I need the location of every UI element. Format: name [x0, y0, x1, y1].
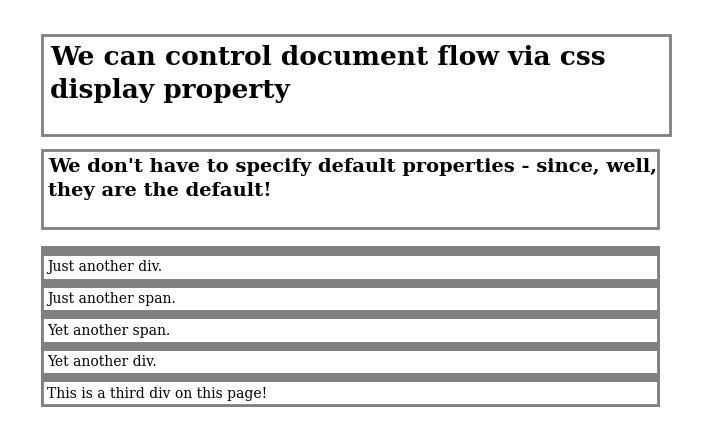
Text: Yet another div.: Yet another div. — [47, 355, 156, 369]
Bar — [42, 351, 658, 373]
Text: This is a third div on this page!: This is a third div on this page! — [47, 387, 267, 401]
Bar — [42, 247, 658, 405]
Text: Just another div.: Just another div. — [47, 260, 162, 274]
Text: We can control document flow via css
display property: We can control document flow via css dis… — [50, 45, 605, 103]
Bar — [42, 256, 658, 279]
Text: Just another span.: Just another span. — [47, 292, 176, 306]
Bar — [42, 35, 670, 135]
Text: We don't have to specify default properties - since, well,
they are the default!: We don't have to specify default propert… — [48, 158, 657, 200]
Bar — [42, 319, 658, 342]
Bar — [42, 288, 658, 310]
Bar — [42, 382, 658, 405]
Bar — [42, 247, 658, 405]
Text: Yet another span.: Yet another span. — [47, 323, 170, 338]
Bar — [42, 150, 658, 228]
